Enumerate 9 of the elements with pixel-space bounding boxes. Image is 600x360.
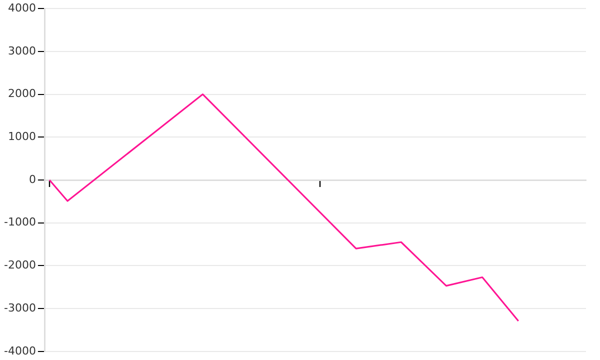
y-tick-label: 2000 (8, 87, 36, 100)
y-tick-label: 3000 (8, 44, 36, 58)
y-tick-label: -2000 (4, 258, 36, 272)
y-tick-label: -4000 (4, 344, 36, 358)
y-tick-label: 1000 (8, 130, 36, 144)
y-tick-label: 4000 (8, 1, 36, 14)
y-tick-label: -1000 (4, 216, 36, 229)
y-tick-label: 0 (28, 172, 36, 186)
y-tick-label: -3000 (4, 301, 36, 314)
